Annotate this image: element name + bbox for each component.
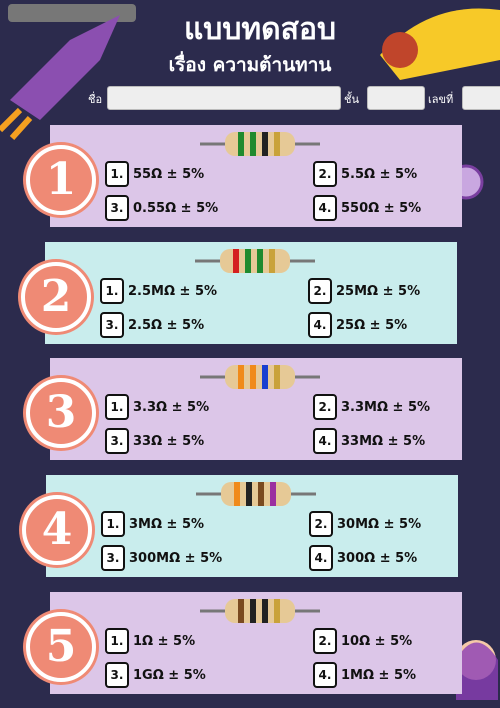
option-number: 4. [313, 428, 337, 454]
answer-option[interactable]: 3. 0.55Ω ± 5% [105, 195, 218, 221]
title: แบบทดสอบ [183, 12, 337, 47]
option-number: 2. [313, 161, 337, 187]
question-number: 3 [26, 378, 96, 448]
flame [0, 107, 33, 141]
option-text: 3MΩ ± 5% [129, 516, 205, 532]
option-text: 25MΩ ± 5% [336, 283, 421, 299]
option-number: 1. [100, 278, 124, 304]
option-text: 33MΩ ± 5% [341, 433, 426, 449]
resistor [196, 482, 316, 506]
answer-option[interactable]: 2. 10Ω ± 5% [313, 628, 412, 654]
resistor [200, 132, 320, 156]
answer-option[interactable]: 2. 5.5Ω ± 5% [313, 161, 417, 187]
option-text: 300MΩ ± 5% [129, 550, 223, 566]
answer-option[interactable]: 4. 33MΩ ± 5% [313, 428, 425, 454]
option-text: 0.55Ω ± 5% [133, 200, 219, 216]
top-bar [8, 4, 136, 22]
option-number: 1. [101, 511, 125, 537]
option-text: 55Ω ± 5% [133, 166, 205, 182]
option-number: 3. [100, 312, 124, 338]
answer-option[interactable]: 2. 3.3MΩ ± 5% [313, 394, 430, 420]
option-text: 1Ω ± 5% [133, 633, 196, 649]
option-number: 1. [105, 161, 129, 187]
answer-option[interactable]: 3. 2.5Ω ± 5% [100, 312, 204, 338]
rocket [10, 15, 120, 120]
hair [456, 642, 498, 700]
number-input[interactable] [462, 86, 500, 110]
field-label: ชั้น [344, 93, 359, 106]
option-text: 5.5Ω ± 5% [341, 166, 418, 182]
meteor [382, 32, 418, 68]
option-text: 10Ω ± 5% [341, 633, 413, 649]
question-number: 2 [21, 262, 91, 332]
field-label: ชื่อ [88, 93, 103, 106]
answer-option[interactable]: 3. 300MΩ ± 5% [101, 545, 222, 571]
question-card: 1. 3.3Ω ± 5% 2. 3.3MΩ ± 5% 3. 33Ω ± 5% 4. 33MΩ … [50, 358, 462, 460]
resistor [200, 599, 320, 623]
option-text: 3.3Ω ± 5% [133, 399, 210, 415]
answer-option[interactable]: 4. 25Ω ± 5% [308, 312, 407, 338]
option-text: 550Ω ± 5% [341, 200, 422, 216]
question-card: 1. 3MΩ ± 5% 2. 30MΩ ± 5% 3. 300MΩ ± 5% 4. 300Ω … [46, 475, 458, 577]
answer-option[interactable]: 1. 1Ω ± 5% [105, 628, 195, 654]
option-text: 33Ω ± 5% [133, 433, 205, 449]
option-text: 300Ω ± 5% [337, 550, 418, 566]
option-text: 3.3MΩ ± 5% [341, 399, 431, 415]
answer-option[interactable]: 2. 25MΩ ± 5% [308, 278, 420, 304]
option-number: 4. [308, 312, 332, 338]
option-number: 2. [313, 394, 337, 420]
answer-option[interactable]: 1. 55Ω ± 5% [105, 161, 204, 187]
option-number: 4. [309, 545, 333, 571]
resistor [200, 365, 320, 389]
option-text: 1GΩ ± 5% [133, 667, 206, 683]
name-input[interactable] [107, 86, 341, 110]
answer-option[interactable]: 1. 2.5MΩ ± 5% [100, 278, 217, 304]
option-text: 1MΩ ± 5% [341, 667, 417, 683]
option-number: 1. [105, 394, 129, 420]
field-label: เลขที่ [428, 93, 454, 106]
option-number: 2. [308, 278, 332, 304]
question-card: 1. 1Ω ± 5% 2. 10Ω ± 5% 3. 1GΩ ± 5% 4. 1MΩ ± 5% [50, 592, 462, 694]
question-card: 1. 55Ω ± 5% 2. 5.5Ω ± 5% 3. 0.55Ω ± 5% 4. 550Ω … [50, 125, 462, 227]
option-number: 2. [309, 511, 333, 537]
option-number: 3. [105, 428, 129, 454]
option-text: 2.5Ω ± 5% [128, 317, 205, 333]
question-card: 1. 2.5MΩ ± 5% 2. 25MΩ ± 5% 3. 2.5Ω ± 5% 4. 25Ω … [45, 242, 457, 344]
answer-option[interactable]: 3. 1GΩ ± 5% [105, 662, 206, 688]
option-number: 3. [101, 545, 125, 571]
option-number: 3. [105, 195, 129, 221]
subtitle: เรื่อง ความต้านทาน [168, 54, 332, 76]
question-number: 4 [22, 495, 92, 565]
answer-option[interactable]: 4. 1MΩ ± 5% [313, 662, 416, 688]
option-number: 2. [313, 628, 337, 654]
question-number: 1 [26, 145, 96, 215]
option-number: 4. [313, 662, 337, 688]
option-text: 2.5MΩ ± 5% [128, 283, 218, 299]
option-text: 30MΩ ± 5% [337, 516, 422, 532]
answer-option[interactable]: 4. 550Ω ± 5% [313, 195, 421, 221]
answer-option[interactable]: 1. 3.3Ω ± 5% [105, 394, 209, 420]
resistor [195, 249, 315, 273]
option-number: 1. [105, 628, 129, 654]
question-number: 5 [26, 612, 96, 682]
answer-option[interactable]: 1. 3MΩ ± 5% [101, 511, 204, 537]
answer-option[interactable]: 2. 30MΩ ± 5% [309, 511, 421, 537]
answer-option[interactable]: 4. 300Ω ± 5% [309, 545, 417, 571]
option-text: 25Ω ± 5% [336, 317, 408, 333]
answer-option[interactable]: 3. 33Ω ± 5% [105, 428, 204, 454]
class-input[interactable] [367, 86, 425, 110]
option-number: 3. [105, 662, 129, 688]
option-number: 4. [313, 195, 337, 221]
